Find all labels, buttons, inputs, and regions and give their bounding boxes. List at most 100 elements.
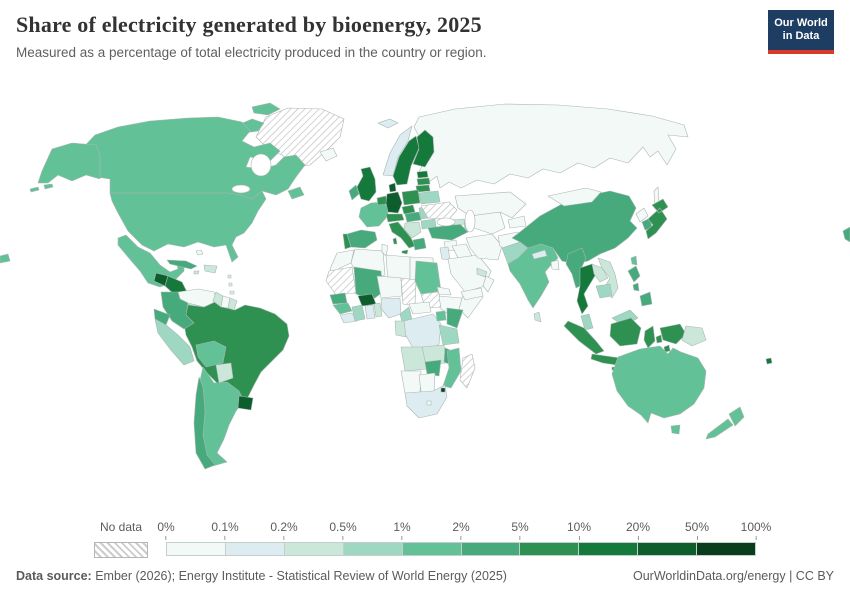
country-madagascar[interactable] <box>459 353 476 389</box>
legend-bin-9[interactable] <box>697 543 756 555</box>
country-kenya[interactable] <box>446 307 464 329</box>
country-uganda[interactable] <box>435 310 447 322</box>
legend-bin-4[interactable] <box>402 543 462 555</box>
country-denmark[interactable] <box>388 182 397 193</box>
country-chad[interactable] <box>400 277 417 307</box>
country-austria-switzerland[interactable] <box>385 213 405 223</box>
country-svalbard[interactable] <box>377 118 399 129</box>
country-senegal[interactable] <box>329 292 348 305</box>
country-guinea[interactable] <box>332 302 353 315</box>
country-mali[interactable] <box>353 266 384 301</box>
country-central-african-republic[interactable] <box>408 301 432 315</box>
legend-bin-0[interactable] <box>167 543 226 555</box>
country-eritrea[interactable] <box>436 286 452 296</box>
owid-link[interactable]: OurWorldinData.org/energy | CC BY <box>632 569 834 583</box>
legend-bin-8[interactable] <box>638 543 698 555</box>
country-czechia[interactable] <box>401 204 416 215</box>
country-nigeria[interactable] <box>380 297 402 319</box>
country-yemen[interactable] <box>460 287 484 301</box>
country-ireland[interactable] <box>348 184 360 201</box>
country-sudan[interactable] <box>414 260 442 295</box>
legend-bin-2[interactable] <box>284 543 344 555</box>
country-brazil[interactable] <box>183 300 290 408</box>
country-philippines[interactable] <box>627 265 653 307</box>
country-western-sahara-mauritania[interactable] <box>325 266 357 296</box>
country-mozambique[interactable] <box>442 347 462 389</box>
country-vietnam[interactable] <box>597 257 619 299</box>
country-chile[interactable] <box>193 376 216 470</box>
country-greece[interactable] <box>412 237 427 251</box>
country-usa-alaska[interactable] <box>29 142 101 193</box>
country-thailand[interactable] <box>576 263 597 315</box>
country-germany[interactable] <box>385 191 403 214</box>
country-benelux[interactable] <box>376 195 388 206</box>
country-mexico[interactable] <box>117 234 185 288</box>
country-botswana[interactable] <box>418 372 436 394</box>
country-south-africa[interactable] <box>404 384 448 419</box>
country-belarus[interactable] <box>418 190 441 205</box>
country-eswatini[interactable] <box>440 387 446 393</box>
country-lesotho[interactable] <box>426 400 432 406</box>
country-niger[interactable] <box>376 275 403 299</box>
country-finland[interactable] <box>412 129 435 168</box>
country-sri-lanka[interactable] <box>533 311 542 323</box>
country-canada-newfoundland[interactable] <box>287 186 305 200</box>
country-north-korea[interactable] <box>635 207 649 223</box>
country-namibia[interactable] <box>400 370 422 396</box>
country-australia[interactable] <box>611 345 707 435</box>
country-paraguay[interactable] <box>215 362 234 384</box>
country-jamaica[interactable] <box>193 270 200 275</box>
country-uk[interactable] <box>356 166 377 202</box>
country-israel-jordan[interactable] <box>439 246 451 261</box>
country-india[interactable] <box>507 243 559 309</box>
country-hispaniola[interactable] <box>203 264 218 274</box>
country-poland[interactable] <box>401 189 421 206</box>
country-spain[interactable] <box>346 229 378 249</box>
country-zimbabwe[interactable] <box>424 359 442 377</box>
country-portugal[interactable] <box>342 233 352 250</box>
owid-logo[interactable]: Our World in Data <box>768 10 834 54</box>
no-data-swatch[interactable] <box>94 542 148 558</box>
country-ivory-coast[interactable] <box>351 304 366 322</box>
country-ghana[interactable] <box>364 304 376 320</box>
country-usa[interactable] <box>109 190 267 263</box>
country-bahamas[interactable] <box>195 249 204 256</box>
country-kyrgyzstan-tajikistan[interactable] <box>507 215 527 229</box>
country-mongolia[interactable] <box>547 187 602 207</box>
legend-bin-5[interactable] <box>461 543 521 555</box>
legend-bin-1[interactable] <box>225 543 285 555</box>
country-nepal[interactable] <box>531 249 548 260</box>
country-sierra-leone-liberia[interactable] <box>339 312 358 324</box>
country-russia[interactable] <box>413 103 689 189</box>
country-france[interactable] <box>358 201 391 228</box>
country-new-zealand[interactable] <box>705 406 745 440</box>
country-bolivia[interactable] <box>195 340 227 368</box>
legend-bin-7[interactable] <box>579 543 639 555</box>
country-congo-gabon[interactable] <box>394 320 407 338</box>
legend-bin-3[interactable] <box>343 543 403 555</box>
country-taiwan[interactable] <box>630 255 638 266</box>
country-togo-benin[interactable] <box>373 302 383 318</box>
country-tanzania[interactable] <box>438 324 460 346</box>
country-morocco[interactable] <box>329 249 355 276</box>
country-oman[interactable] <box>482 275 495 293</box>
country-iceland[interactable] <box>319 147 338 162</box>
country-cuba[interactable] <box>166 259 198 270</box>
country-papua-new-guinea[interactable] <box>681 325 707 347</box>
country-fiji[interactable] <box>765 357 773 365</box>
legend-bin-6[interactable] <box>520 543 580 555</box>
country-latvia[interactable] <box>416 177 431 186</box>
country-laos[interactable] <box>591 263 609 283</box>
country-peru[interactable] <box>154 318 195 366</box>
country-cambodia[interactable] <box>595 283 613 299</box>
country-japan[interactable] <box>645 198 669 240</box>
country-estonia[interactable] <box>416 170 429 179</box>
country-hungary-slovakia[interactable] <box>404 211 422 223</box>
country-uruguay[interactable] <box>237 395 254 411</box>
country-bangladesh[interactable] <box>550 259 560 271</box>
country-ukraine[interactable] <box>420 201 458 220</box>
country-french-guiana[interactable] <box>227 297 238 311</box>
country-balkans[interactable] <box>403 221 422 239</box>
country-lesser-antilles[interactable] <box>227 274 235 295</box>
country-gulf-states[interactable] <box>476 267 488 278</box>
